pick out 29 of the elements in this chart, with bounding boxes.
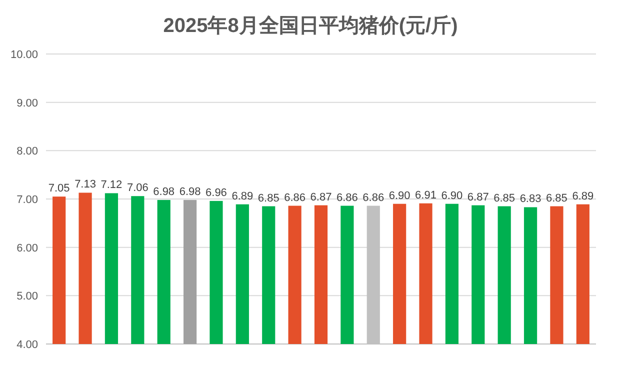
y-tick-label: 5.00 [16,290,38,303]
data-label: 6.91 [415,189,436,202]
data-label: 7.05 [48,182,70,195]
data-label: 6.85 [258,192,280,204]
data-label: 6.86 [284,192,306,204]
data-label: 7.12 [100,179,122,192]
data-label: 6.87 [310,191,332,204]
data-label: 6.98 [153,186,175,198]
data-label: 6.85 [494,192,516,204]
chart-title: 2025年8月全国日平均猪价(元/斤) [163,14,458,37]
data-label: 6.86 [362,192,384,204]
data-label: 7.13 [74,178,96,191]
y-tick-label: 9.00 [16,97,38,110]
y-tick-label: 6.00 [16,242,38,254]
data-label: 6.85 [546,192,568,204]
data-label: 7.06 [126,182,148,194]
y-tick-label: 10.00 [10,49,38,61]
data-label: 6.90 [388,190,410,202]
data-label: 6.90 [441,190,463,202]
data-label: 6.89 [232,190,254,202]
data-label: 6.86 [336,192,358,204]
data-label: 6.89 [572,190,594,202]
data-label: 6.87 [467,191,489,204]
y-tick-label: 8.00 [16,146,38,158]
y-tick-label: 4.00 [16,339,38,351]
data-label: 6.96 [206,186,227,199]
data-label: 6.98 [179,186,201,198]
y-tick-label: 7.00 [16,194,38,206]
data-label: 6.83 [520,193,542,206]
